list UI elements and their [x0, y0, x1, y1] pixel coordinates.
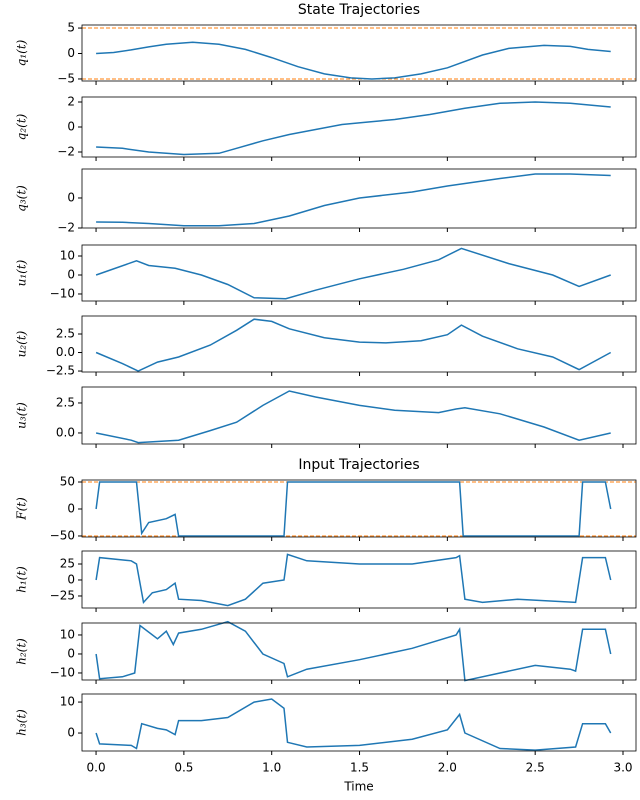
x-tick-label: 3.0	[613, 761, 632, 775]
axes-frame	[81, 168, 637, 229]
trajectory-line	[95, 481, 612, 537]
y-axis-label: F(t)	[15, 497, 29, 521]
y-axis-label: h₃(t)	[15, 709, 29, 736]
axes-frame	[81, 622, 637, 681]
y-tick-label: 0	[67, 572, 75, 586]
y-tick-label: 0	[67, 46, 75, 60]
trajectory-line	[95, 620, 612, 682]
x-axis-label: Time	[343, 780, 373, 794]
y-axis-label: u₁(t)	[15, 259, 29, 286]
y-tick-label: 5	[67, 21, 75, 35]
y-tick-label: 10	[60, 695, 75, 709]
trajectory-line	[96, 101, 611, 156]
trajectory-line	[95, 698, 612, 751]
y-tick-label: 10	[60, 627, 75, 641]
y-tick-label: 2	[67, 95, 75, 109]
panel-title: State Trajectories	[298, 2, 420, 18]
y-tick-label: −5	[57, 71, 75, 85]
x-tick-label: 0.5	[174, 761, 193, 775]
y-axis-label: q₂(t)	[15, 113, 29, 140]
y-axis-label: u₂(t)	[15, 330, 29, 357]
y-tick-label: −2.5	[46, 364, 75, 378]
y-tick-label: 0.0	[56, 425, 75, 439]
axes-frame	[81, 693, 637, 752]
trajectory-line	[95, 247, 611, 300]
y-axis-label: u₃(t)	[15, 402, 29, 429]
axes-frame	[81, 386, 637, 445]
y-tick-label: 50	[60, 474, 75, 488]
trajectory-line	[96, 41, 611, 80]
axes-frame	[81, 24, 637, 82]
trajectory-line	[96, 173, 611, 227]
y-axis-label: q₁(t)	[15, 39, 29, 66]
y-tick-label: −10	[50, 286, 75, 300]
axes-frame	[81, 244, 637, 302]
y-tick-label: 2.5	[56, 327, 75, 341]
y-axis-label: q₃(t)	[15, 185, 29, 212]
y-tick-label: 0	[67, 267, 75, 281]
y-tick-label: 0	[67, 190, 75, 204]
trajectory-line	[95, 390, 611, 444]
y-tick-label: −50	[50, 528, 75, 542]
trajectory-line	[95, 318, 612, 372]
y-axis-label: h₁(t)	[15, 566, 29, 593]
panel-title: Input Trajectories	[298, 457, 419, 473]
y-tick-label: 10	[60, 249, 75, 263]
y-axis-label: h₂(t)	[15, 638, 29, 665]
y-tick-label: 0	[67, 646, 75, 660]
y-tick-label: 0	[67, 120, 75, 134]
y-tick-label: −2	[57, 145, 75, 159]
axes-frame	[81, 479, 637, 538]
x-tick-label: 2.5	[526, 761, 545, 775]
x-tick-label: 1.5	[350, 761, 369, 775]
axes-frame	[81, 96, 637, 158]
y-tick-label: 2.5	[56, 395, 75, 409]
trajectory-line	[95, 553, 612, 607]
x-tick-label: 1.0	[262, 761, 281, 775]
y-tick-label: −2	[57, 221, 75, 235]
y-tick-label: 0.0	[56, 345, 75, 359]
y-tick-label: −10	[50, 665, 75, 679]
axes-frame	[81, 315, 637, 373]
y-tick-label: 0	[67, 726, 75, 740]
y-tick-label: −25	[50, 588, 75, 602]
y-tick-label: 0	[67, 501, 75, 515]
x-tick-label: 2.0	[438, 761, 457, 775]
y-tick-label: 25	[60, 556, 75, 570]
axes-frame	[81, 550, 637, 609]
x-tick-label: 0.0	[87, 761, 106, 775]
